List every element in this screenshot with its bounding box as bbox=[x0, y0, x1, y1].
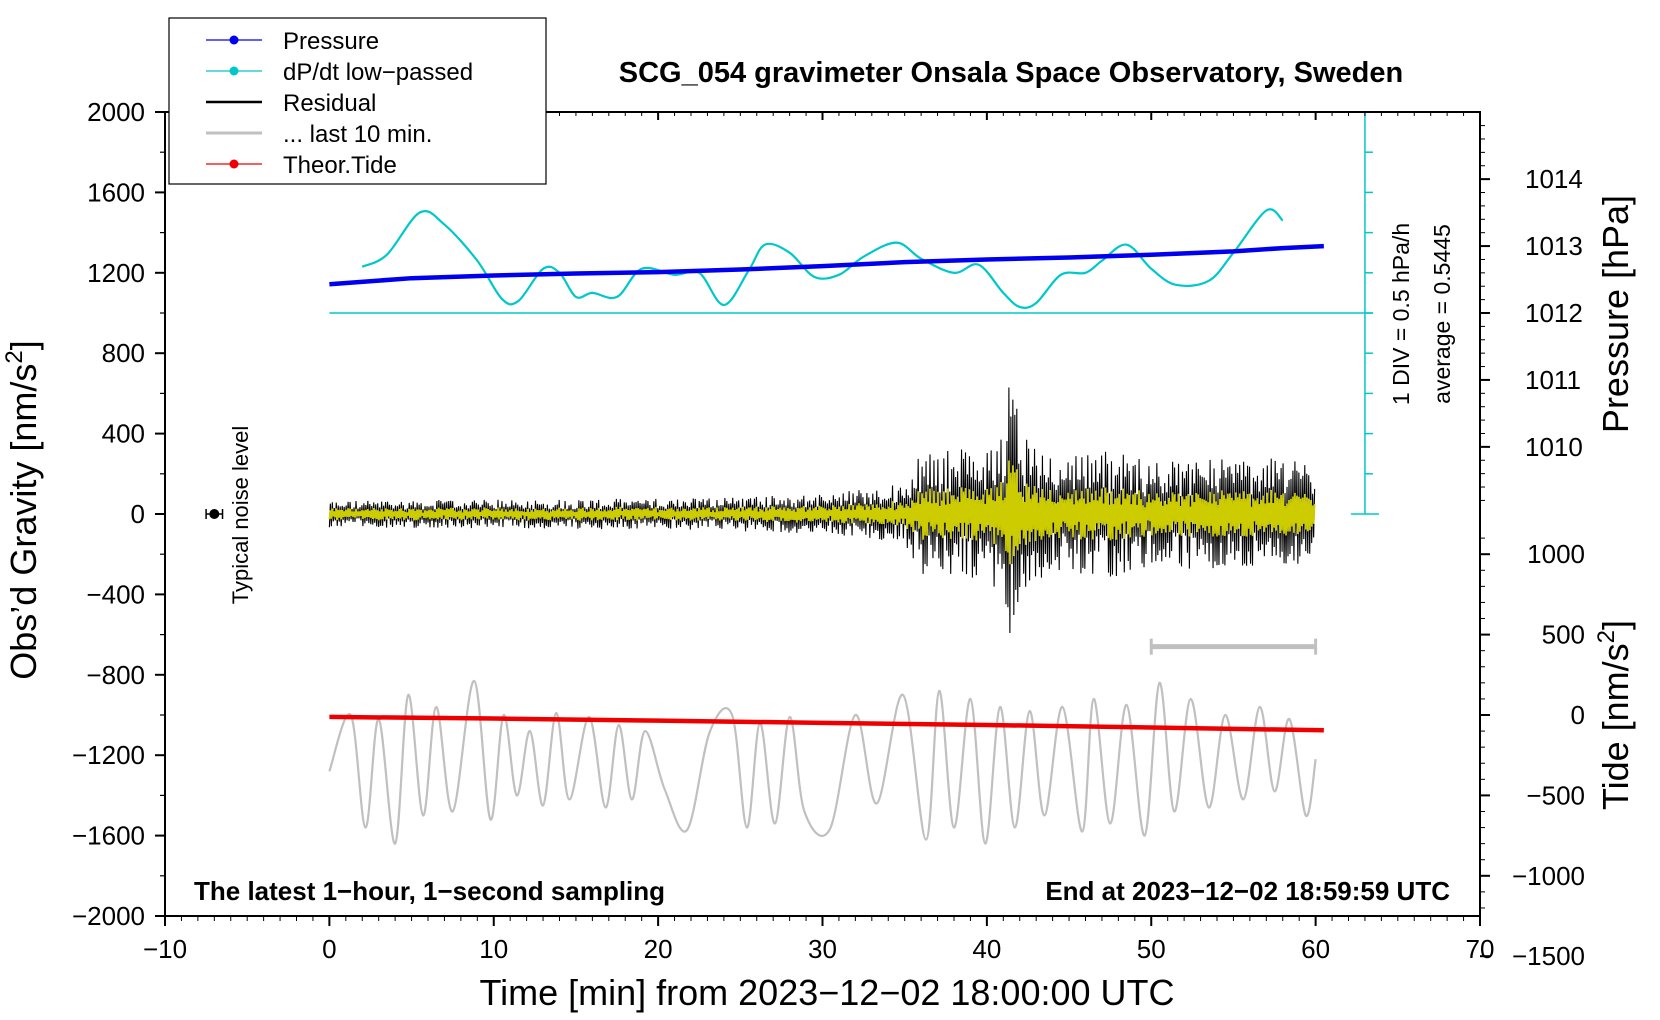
residual-series bbox=[328, 387, 1316, 634]
x-tick-label: 20 bbox=[644, 934, 673, 964]
dpdt-series bbox=[361, 208, 1284, 309]
legend-sample-marker bbox=[229, 66, 239, 76]
x-tick-label: 40 bbox=[972, 934, 1001, 964]
tide-tick-label: −1000 bbox=[1512, 861, 1585, 891]
tide-axis-title-sup: 2 bbox=[1593, 630, 1620, 643]
legend-sample-marker bbox=[229, 35, 239, 45]
y-tick-label: 1600 bbox=[87, 177, 145, 207]
legend-label-residual: Residual bbox=[283, 90, 376, 117]
x-tick-label: 70 bbox=[1466, 934, 1495, 964]
tide-tick-label: −500 bbox=[1526, 780, 1585, 810]
dpdt-average-label: average = 0.5445 bbox=[1429, 224, 1455, 404]
chart-title: SCG_054 gravimeter Onsala Space Observat… bbox=[619, 57, 1403, 89]
y-tick-label: 800 bbox=[102, 338, 145, 368]
legend-label-pressure: Pressure bbox=[283, 28, 379, 55]
dpdt-division-label: 1 DIV = 0.5 hPa/h bbox=[1388, 223, 1414, 405]
y-axis-title-close: ] bbox=[3, 340, 44, 350]
tide-tick-label: 500 bbox=[1542, 620, 1585, 650]
pressure-series bbox=[329, 243, 1324, 287]
x-axis-title: Time [min] from 2023−12−02 18:00:00 UTC bbox=[479, 972, 1174, 1013]
pressure-tick-label: 1011 bbox=[1525, 365, 1581, 395]
legend-sample-marker bbox=[229, 159, 239, 169]
last10-series bbox=[328, 679, 1317, 845]
x-tick-label: 10 bbox=[479, 934, 508, 964]
tide-tick-label: 1000 bbox=[1527, 539, 1585, 569]
x-tick-label: 0 bbox=[322, 934, 336, 964]
x-tick-label: 30 bbox=[808, 934, 837, 964]
noise-marker bbox=[209, 509, 220, 519]
x-tick-label: 60 bbox=[1301, 934, 1330, 964]
y-tick-label: −2000 bbox=[72, 901, 145, 931]
y-tick-label: −800 bbox=[86, 660, 145, 690]
tide-series bbox=[329, 714, 1324, 733]
noise-level-label: Typical noise level bbox=[228, 426, 253, 605]
tide-axis-title-main: Tide [nm/s bbox=[1595, 643, 1636, 810]
pressure-tick-label: 1010 bbox=[1525, 432, 1583, 462]
tide-tick-label: 0 bbox=[1571, 700, 1585, 730]
y-tick-label: 2000 bbox=[87, 97, 145, 127]
tide-axis-title: Tide [nm/s2] bbox=[1593, 620, 1636, 810]
axis-ticks: −10 0 10 20 30 40 50 60 70 2000 1600 1200 800 400 0 −40… bbox=[72, 97, 1585, 971]
tide-axis-title-close: ] bbox=[1595, 620, 1636, 630]
y-tick-label: −400 bbox=[86, 579, 145, 609]
dpdt-line bbox=[361, 208, 1284, 309]
y-tick-label: 400 bbox=[102, 419, 145, 449]
y-axis-title-main: Obs’d Gravity [nm/s bbox=[3, 364, 44, 680]
legend-label-tide: Theor.Tide bbox=[283, 152, 397, 179]
y-axis-title: Obs’d Gravity [nm/s2] bbox=[1, 340, 44, 679]
tide-line bbox=[329, 714, 1324, 733]
annotation-end-time: End at 2023−12−02 18:59:59 UTC bbox=[1045, 876, 1450, 906]
y-tick-label: 1200 bbox=[87, 258, 145, 288]
legend: Pressure dP/dt low−passed Residual ... l… bbox=[168, 17, 547, 185]
legend-label-dpdt: dP/dt low−passed bbox=[283, 59, 473, 86]
pressure-axis-title: Pressure [hPa] bbox=[1595, 195, 1636, 433]
tide-tick-label: −1500 bbox=[1512, 941, 1585, 971]
pressure-tick-label: 1012 bbox=[1525, 298, 1583, 328]
last10-line bbox=[328, 679, 1317, 845]
y-tick-label: −1200 bbox=[72, 740, 145, 770]
x-tick-label: 50 bbox=[1137, 934, 1166, 964]
residual-filtered-line bbox=[328, 460, 1316, 565]
x-tick-label: −10 bbox=[143, 934, 187, 964]
y-tick-label: −1600 bbox=[72, 821, 145, 851]
annotation-sampling: The latest 1−hour, 1−second sampling bbox=[194, 876, 665, 906]
pressure-line bbox=[329, 243, 1324, 287]
legend-label-last10: ... last 10 min. bbox=[283, 121, 432, 148]
y-axis-title-sup: 2 bbox=[1, 350, 28, 363]
pressure-tick-label: 1013 bbox=[1525, 231, 1583, 261]
pressure-tick-label: 1014 bbox=[1525, 164, 1583, 194]
y-tick-label: 0 bbox=[131, 499, 145, 529]
